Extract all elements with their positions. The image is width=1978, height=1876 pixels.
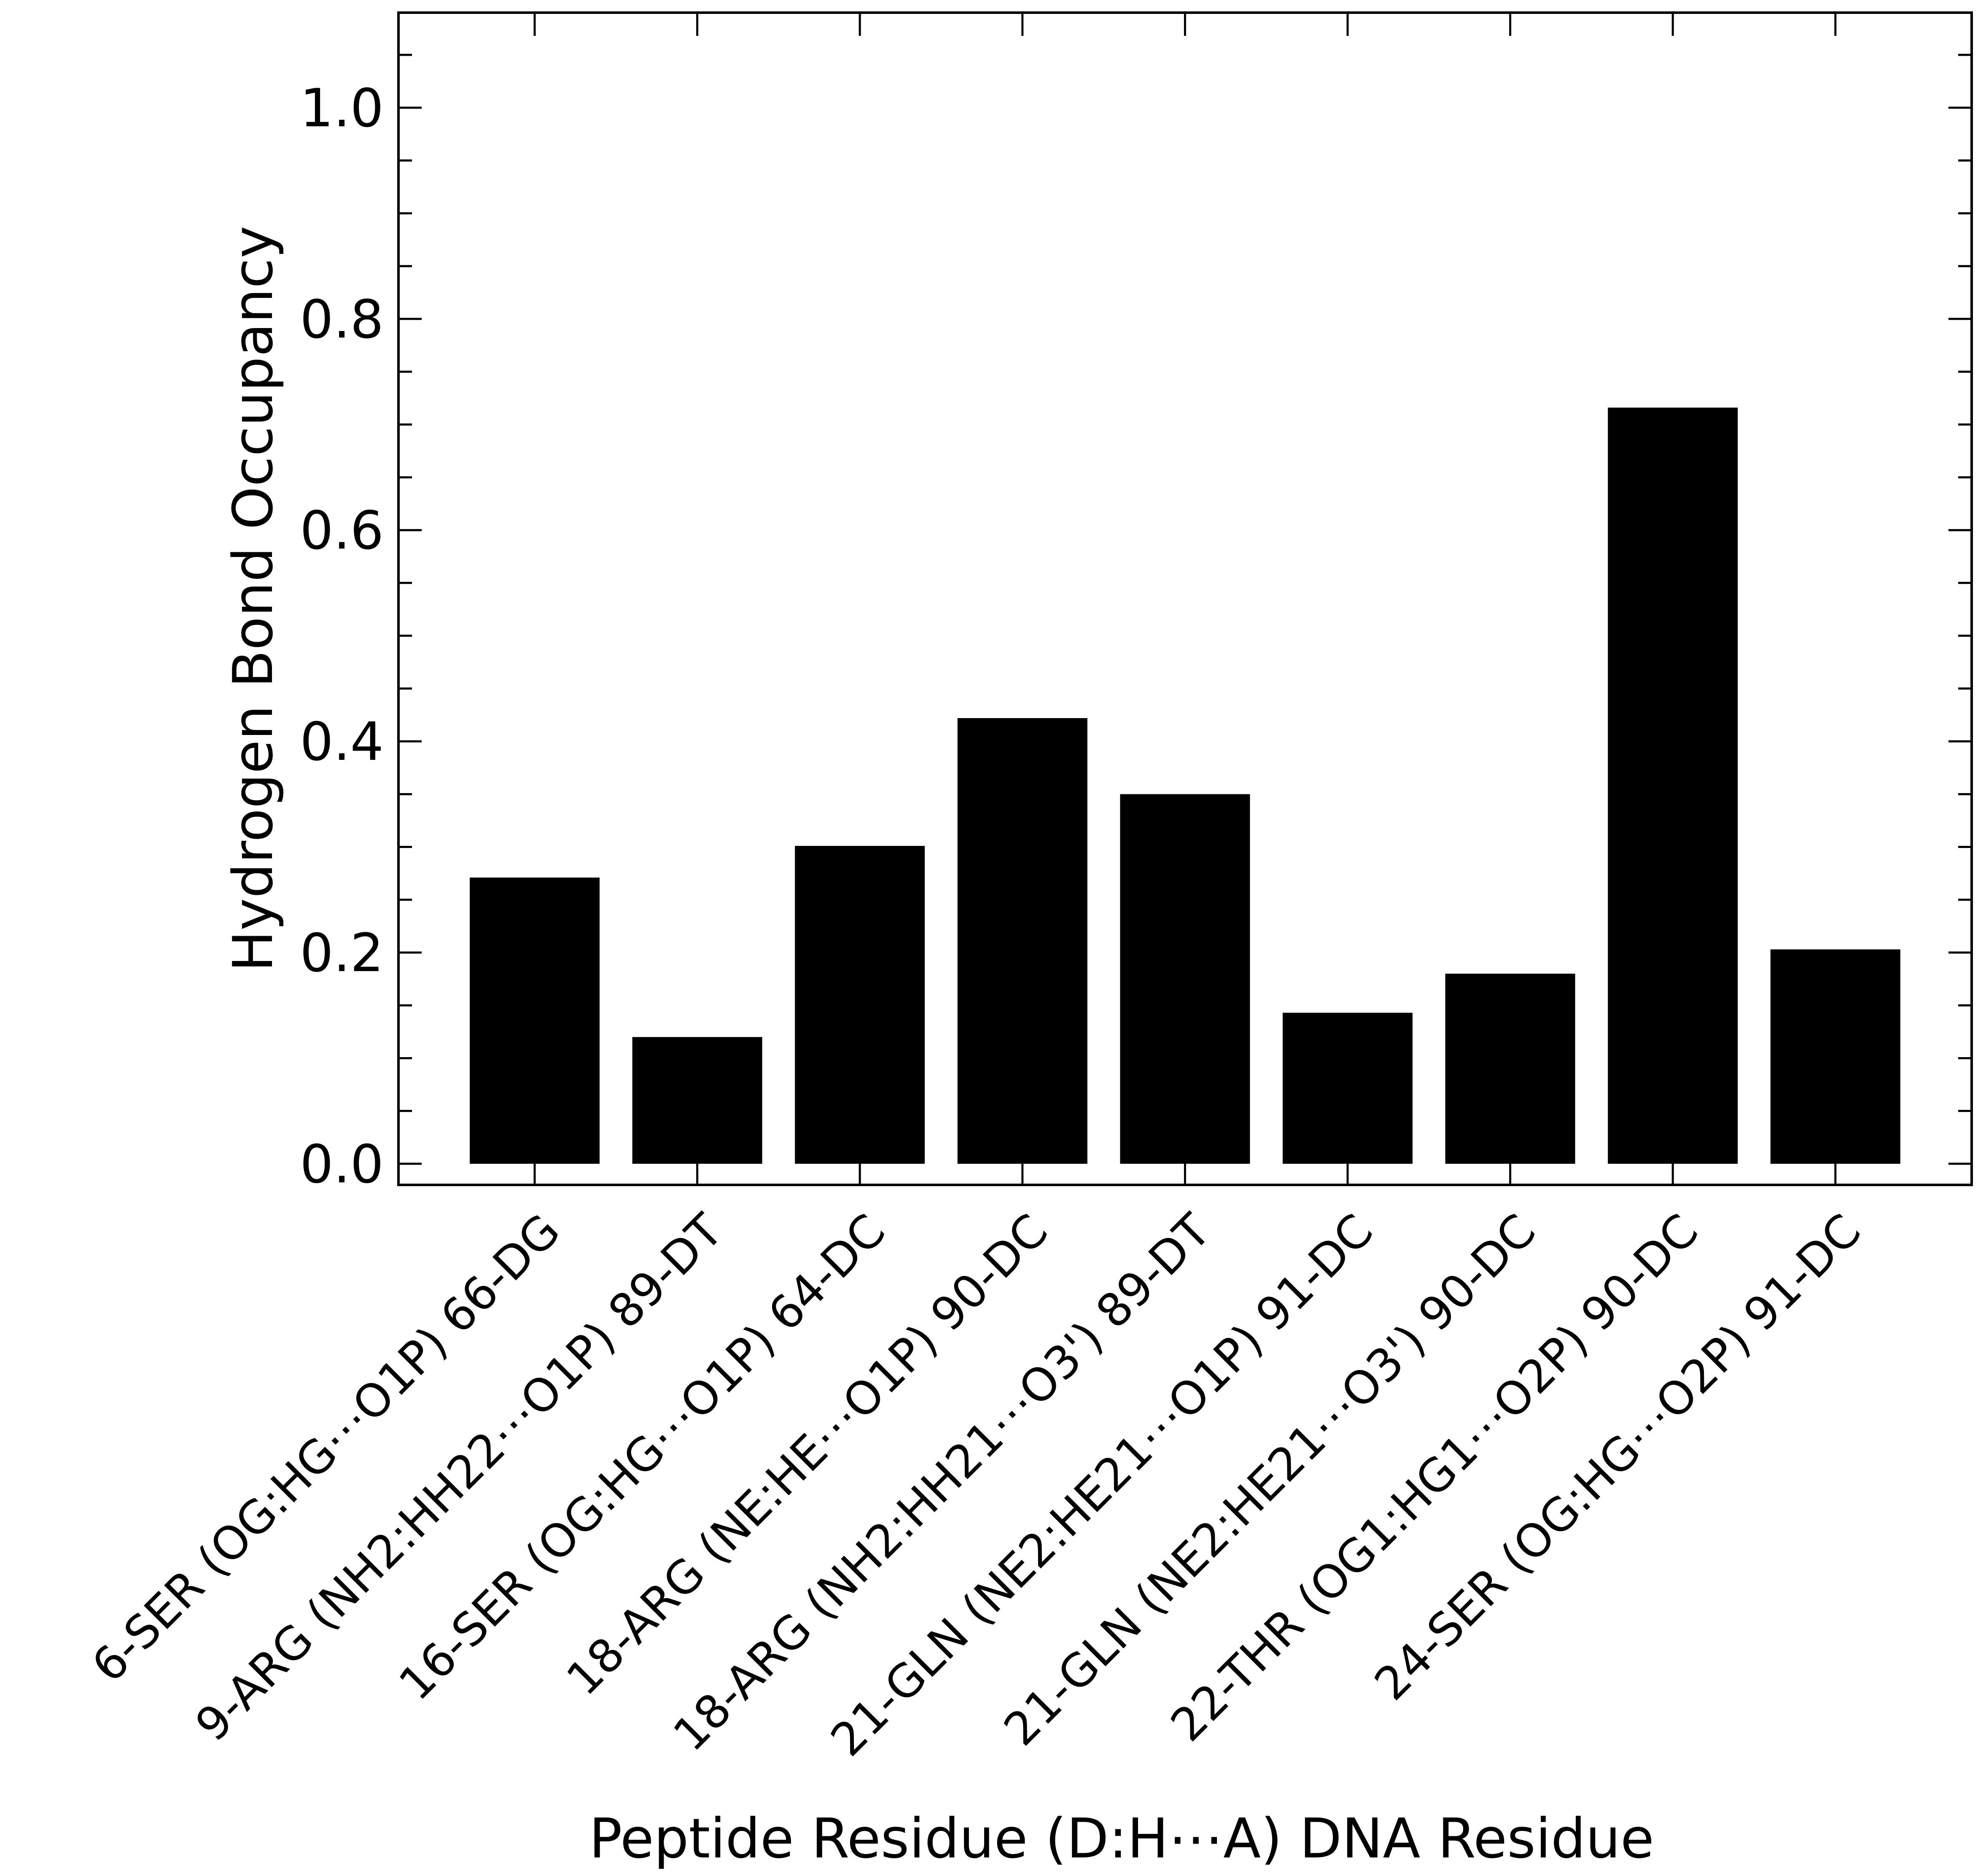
bar-9 bbox=[1770, 949, 1900, 1164]
y-tick-label: 0.6 bbox=[300, 500, 384, 561]
y-ticks-group: 0.0 0.2 0.4 0.6 0.8 1.0 bbox=[300, 54, 1972, 1195]
y-tick-label: 0.8 bbox=[300, 289, 384, 350]
bar-1 bbox=[470, 877, 600, 1164]
plot-frame bbox=[397, 11, 1973, 1186]
bar-5 bbox=[1120, 794, 1250, 1164]
bar-2 bbox=[632, 1037, 762, 1164]
bar-8 bbox=[1608, 407, 1738, 1164]
bar-4 bbox=[957, 718, 1087, 1164]
bar-7 bbox=[1445, 974, 1575, 1164]
y-tick-label: 1.0 bbox=[300, 78, 384, 139]
y-tick-label: 0.2 bbox=[300, 923, 384, 984]
y-tick-label: 0.0 bbox=[300, 1134, 384, 1195]
y-axis-label: Hydrogen Bond Occupancy bbox=[221, 226, 285, 972]
x-axis-label: Peptide Residue (D:H⋯A) DNA Residue bbox=[589, 1806, 1654, 1871]
bar-3 bbox=[795, 846, 925, 1164]
bar-6 bbox=[1283, 1012, 1413, 1164]
bars-group bbox=[470, 407, 1900, 1164]
y-tick-label: 0.4 bbox=[300, 711, 384, 772]
